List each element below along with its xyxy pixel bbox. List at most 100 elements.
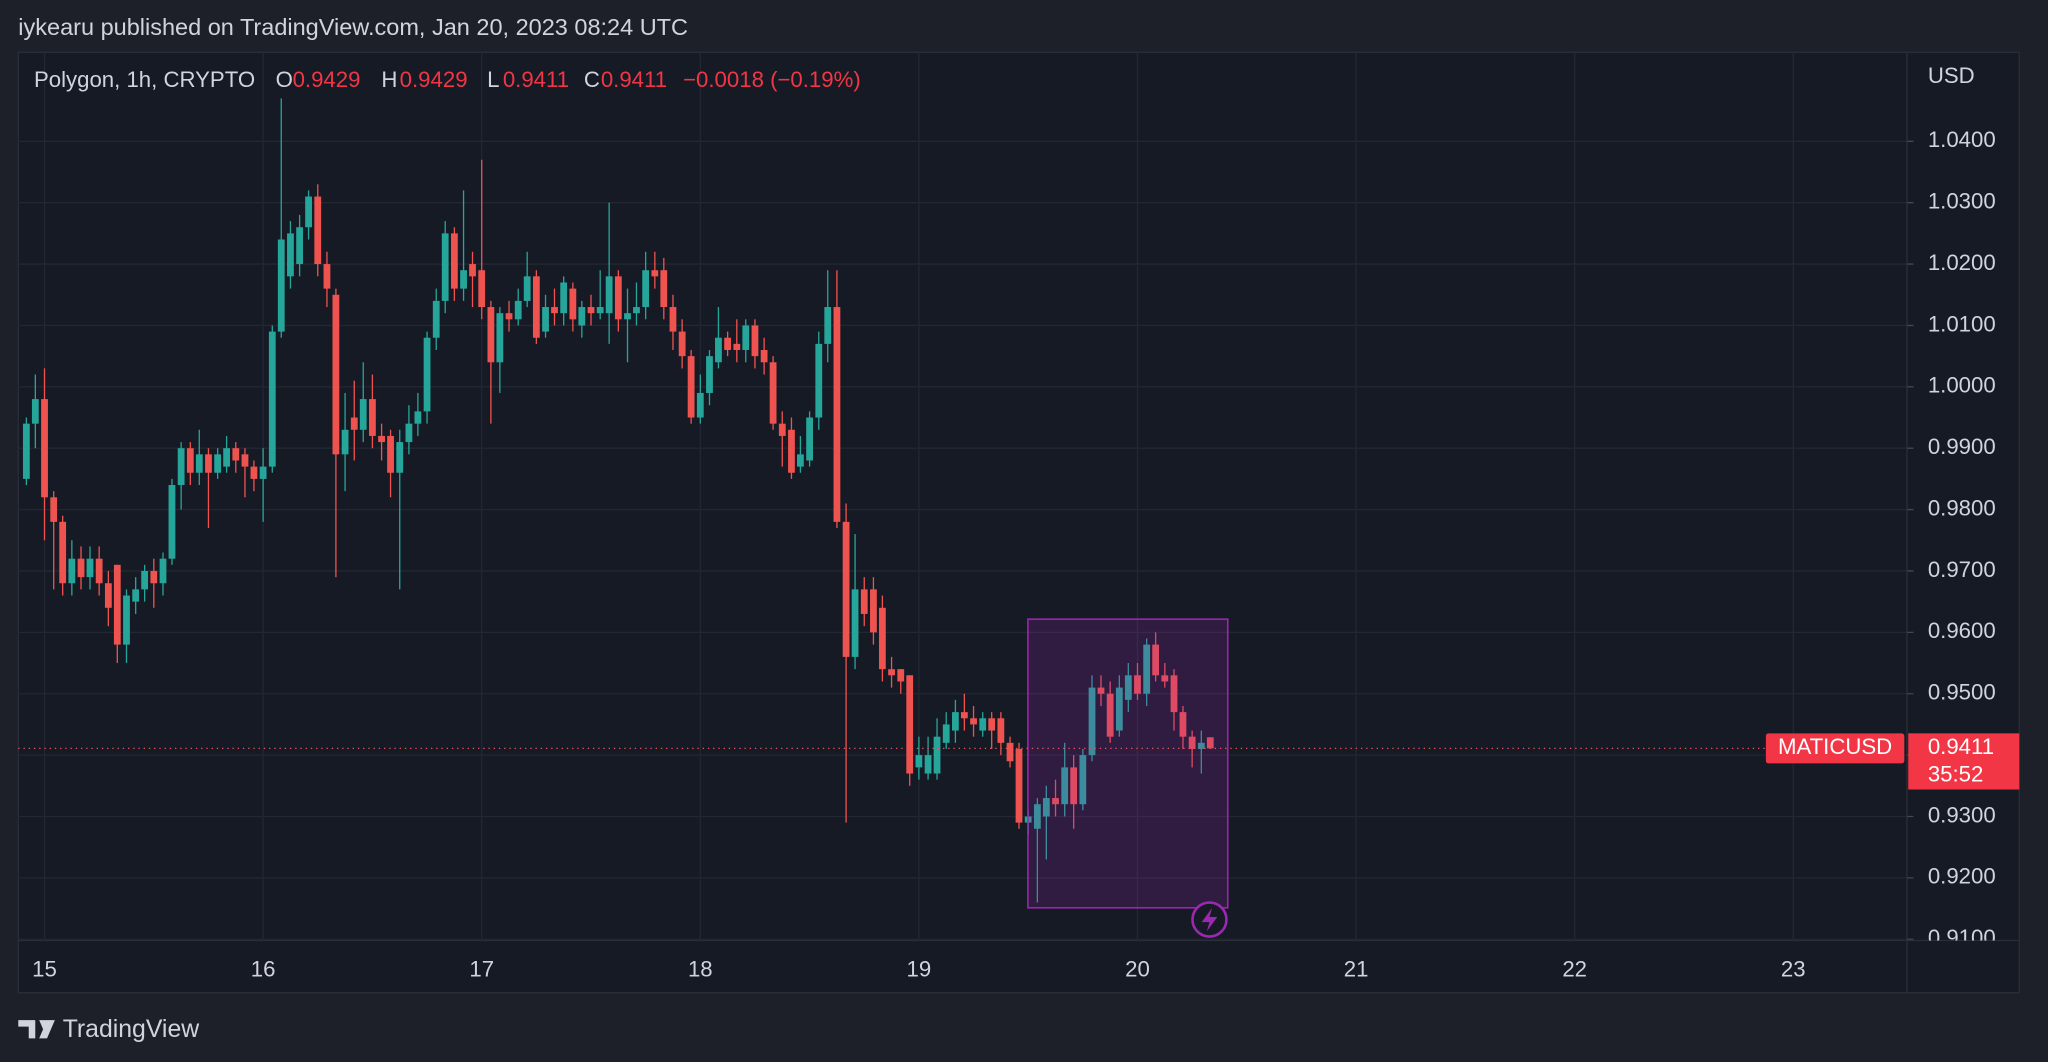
candle-body [77,558,85,578]
candle-body [514,300,522,320]
candle-body [350,417,358,430]
candle-body [1061,767,1069,805]
candle-body [332,294,340,455]
candle-body [542,307,549,332]
candle-body [250,466,258,479]
candle-body [815,343,823,418]
logo-mark [18,1020,55,1039]
candle-body [952,712,959,731]
candle-body [860,589,868,614]
candle-body [997,718,1005,743]
last-price: MATICUSD 0.9411 35:52 [18,733,2020,790]
candle-body [833,307,841,522]
y-tick-label: 1.0300 [1928,189,1996,214]
ohlc-value: 0.9429 [400,67,468,92]
candle-body [669,307,677,332]
y-tick-label: 0.9100 [1928,925,1996,950]
candle-body [141,570,149,590]
candle-body [305,196,312,228]
candle-body [1179,712,1187,737]
y-tick-label: 0.9700 [1928,557,1996,582]
candle-body [41,399,48,498]
candle-body [960,712,968,719]
header: iykearu published on TradingView.com, Ja… [18,14,688,40]
candle-body [532,276,540,338]
y-tick-label: 0.9500 [1928,680,1996,705]
candle-body [113,564,121,645]
y-tick-label: 0.9200 [1928,864,1996,889]
candle-body [578,307,586,326]
candle-body [605,276,613,314]
candle-body [341,429,349,455]
candles [22,98,1214,903]
candle-body [1070,767,1078,805]
candle-body [241,454,249,467]
symbol-tag [1765,733,1905,764]
y-tick-label: 1.0100 [1928,311,1996,336]
x-tick-label: 20 [1125,956,1150,981]
x-tick-label: 18 [688,956,713,981]
ohlc-value: 0.9429 [293,67,361,92]
candle-body [696,392,704,418]
candle-body [942,724,950,743]
lightning [1201,907,1218,932]
candle-body [851,589,859,657]
candle-body [186,448,194,473]
y-tick-label: 0.9300 [1928,802,1996,827]
candle-body [706,356,713,393]
x-tick-label: 19 [907,956,932,981]
ohlc-key: L [487,67,499,92]
candle-body [487,307,495,363]
candle-body [1006,742,1014,762]
y-tick-label: 1.0400 [1928,127,1996,152]
candle-body [523,276,531,301]
candle-body [614,276,622,320]
price-tag [1908,733,2020,790]
candle-body [915,755,923,768]
candle-body [478,270,486,308]
symbol-tag-label: MATICUSD [1778,734,1892,759]
candle-body [797,454,804,467]
candle-body [988,718,996,731]
candle-body [970,718,977,725]
candle-body [104,583,112,608]
x-tick-label: 16 [251,956,276,981]
candle-body [824,307,832,344]
candle-body [751,325,759,357]
currency: USD [1928,63,1975,88]
candle-body [1197,742,1205,749]
candle-body [760,349,768,363]
candle-body [788,429,795,473]
candle-body [596,307,604,314]
candle-body [624,313,631,320]
candle-body [22,423,30,479]
candle-body [387,435,394,473]
ohlc-key: C [584,67,600,92]
candle-body [897,669,905,682]
candle-body [441,233,449,301]
candle-body [642,270,650,308]
candle-body [223,448,231,467]
candle-body [405,423,413,443]
candle-body [195,454,203,473]
logo: TradingView [18,1016,199,1043]
candle-body [123,595,130,645]
ohlc-key: H [381,67,397,92]
y-tick-label: 0.9600 [1928,618,1996,643]
price-tag-label: 0.9411 [1928,734,1994,759]
candle-body [1052,798,1059,805]
candle-body [633,307,640,314]
candle-body [1124,675,1132,700]
candle-body [924,755,932,774]
x-tick-label: 23 [1781,956,1806,981]
candle-body [296,227,304,265]
candle-body [1170,675,1178,713]
candle-body [359,399,367,430]
candle-body [1115,687,1123,731]
candle-body [214,454,222,473]
candle-body [287,233,294,277]
candle-body [878,607,886,670]
candle-body [432,300,440,338]
rectangle-drawing[interactable] [1027,618,1229,909]
